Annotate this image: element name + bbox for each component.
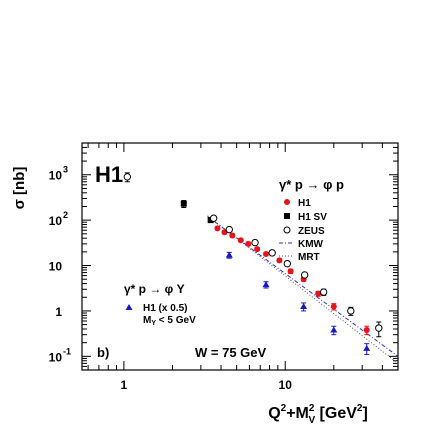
legend-bottom-title: γ* p → φ Y bbox=[124, 282, 185, 296]
h1-point bbox=[237, 237, 244, 244]
legend-h1-label: H1 bbox=[298, 198, 311, 209]
sub-panel-label: b) bbox=[97, 345, 109, 360]
legend-h1sv-label: H1 SV bbox=[298, 212, 327, 223]
y-tick-label: 10 bbox=[49, 350, 63, 364]
x-tick-label: 10 bbox=[279, 378, 293, 392]
theory-curves bbox=[207, 215, 399, 364]
zeus-point bbox=[123, 173, 132, 181]
h1-point bbox=[330, 303, 337, 310]
h1_diss-point bbox=[262, 281, 270, 288]
zeus-point bbox=[225, 225, 233, 234]
zeus-point bbox=[375, 324, 383, 332]
y-tick-exponent: -1 bbox=[63, 346, 71, 356]
axis-ticks bbox=[82, 142, 399, 371]
zeus-point bbox=[268, 249, 276, 257]
data-points bbox=[123, 172, 383, 355]
h1-point bbox=[229, 232, 236, 239]
legend-h1-diss-sublabel: MY < 5 GeV bbox=[143, 315, 196, 327]
legend-top-title: γ* p → φ p bbox=[279, 177, 344, 192]
legend-kmw-label: KMW bbox=[298, 239, 324, 250]
h1_diss-point bbox=[330, 326, 338, 333]
h1_diss-point bbox=[300, 303, 308, 310]
zeus-point bbox=[283, 259, 291, 268]
h1sv-point bbox=[180, 200, 187, 207]
panel-label: H1 bbox=[95, 162, 123, 187]
w-annotation: W = 75 GeV bbox=[195, 345, 266, 360]
zeus-point bbox=[300, 271, 309, 279]
h1_diss-point bbox=[225, 251, 233, 258]
legend-h1-marker bbox=[284, 199, 290, 205]
x-tick-label: 1 bbox=[121, 378, 128, 392]
h1-point bbox=[262, 250, 269, 257]
zeus-point bbox=[209, 214, 218, 222]
zeus-point bbox=[347, 307, 355, 315]
kmw-curve bbox=[207, 216, 399, 357]
legend-h1-diss-marker bbox=[125, 304, 133, 310]
h1-point bbox=[363, 327, 370, 334]
zeus-point bbox=[251, 238, 259, 247]
y-tick-exponent: 3 bbox=[63, 165, 68, 175]
legend-mrt-label: MRT bbox=[298, 252, 320, 263]
plot-frame bbox=[81, 142, 399, 371]
legend-bottom: γ* p → φ Y H1 (x 0.5) MY < 5 GeV bbox=[124, 282, 196, 327]
legend-top: γ* p → φ p H1 H1 SV ZEUS KMW MRT bbox=[279, 177, 344, 263]
zeus-point bbox=[319, 288, 328, 296]
mrt-curve bbox=[207, 215, 399, 364]
h1-point bbox=[276, 257, 283, 264]
legend-zeus-label: ZEUS bbox=[298, 226, 325, 237]
h1-point bbox=[254, 246, 261, 253]
h1-point bbox=[245, 240, 252, 247]
x-axis-label: Q2+M2 V [GeV2] bbox=[268, 403, 368, 426]
h1-point bbox=[287, 268, 294, 275]
y-tick-label: 10 bbox=[49, 214, 63, 228]
legend-zeus-marker bbox=[283, 226, 291, 234]
legend-h1-diss-label: H1 (x 0.5) bbox=[143, 303, 187, 314]
y-tick-label: 10 bbox=[49, 169, 63, 183]
y-axis-label: σ [nb] bbox=[11, 167, 28, 210]
y-tick-label: 1 bbox=[55, 305, 62, 319]
h1-point bbox=[214, 225, 221, 232]
y-tick-exponent: 2 bbox=[63, 210, 68, 220]
h1-point bbox=[315, 290, 322, 297]
h1_diss-point bbox=[363, 344, 371, 351]
legend-h1sv-marker bbox=[284, 213, 290, 219]
y-tick-label: 10 bbox=[49, 260, 63, 274]
